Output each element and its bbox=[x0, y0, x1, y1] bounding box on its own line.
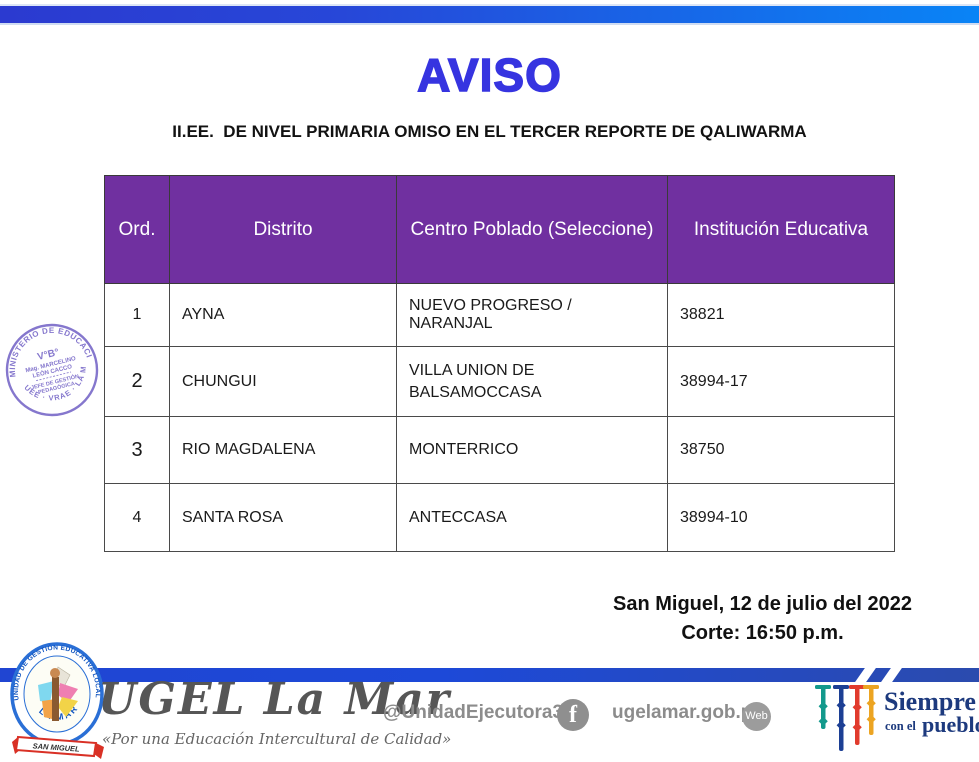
cell-ord: 2 bbox=[104, 346, 170, 417]
campaign-word-con-el: con el bbox=[885, 719, 916, 733]
date-block: San Miguel, 12 de julio del 2022 Corte: … bbox=[550, 590, 975, 648]
social-handle: @UnidadEjecutora307 bbox=[383, 702, 585, 723]
header-centro-poblado: Centro Poblado (Seleccione) bbox=[396, 175, 668, 284]
website-url: ugelamar.gob.pe bbox=[612, 702, 763, 723]
cell-iiee: 38821 bbox=[667, 283, 895, 347]
footer-bar bbox=[0, 668, 979, 682]
cell-centro-text: VILLA UNION DE BALSAMOCCASA bbox=[409, 361, 542, 401]
campaign-word-pueblo: pueblo bbox=[922, 712, 979, 737]
cell-iiee: 38750 bbox=[667, 416, 895, 484]
siempre-con-el-pueblo-logo: Siempre con el pueblo bbox=[815, 685, 979, 751]
page-subtitle: II.EE. DE NIVEL PRIMARIA OMISO EN EL TER… bbox=[172, 122, 807, 141]
cell-ord: 4 bbox=[104, 483, 170, 552]
cell-centro: VILLA UNION DE BALSAMOCCASA bbox=[396, 346, 668, 417]
ministry-stamp-icon: MINISTERIO DE EDUCACIÓN UEE · VRAE · LA … bbox=[0, 316, 99, 417]
org-name: UGEL La Mar bbox=[98, 674, 451, 725]
table-header-row: Ord. Distrito Centro Poblado (Seleccione… bbox=[104, 175, 895, 284]
omiso-schools-table: Ord. Distrito Centro Poblado (Seleccione… bbox=[104, 175, 895, 552]
date-line: San Miguel, 12 de julio del 2022 bbox=[613, 593, 912, 615]
seal-ribbon-text: SAN MIGUEL bbox=[32, 741, 80, 753]
table-row: 3 RIO MAGDALENA MONTERRICO 38750 bbox=[104, 416, 895, 484]
table-row: 4 SANTA ROSA ANTECCASA 38994-10 bbox=[104, 483, 895, 552]
header-ord: Ord. bbox=[104, 175, 170, 284]
cell-distrito: AYNA bbox=[169, 283, 397, 347]
cutoff-line: Corte: 16:50 p.m. bbox=[681, 622, 844, 644]
cell-iiee: 38994-10 bbox=[667, 483, 895, 552]
cell-distrito: CHUNGUI bbox=[169, 346, 397, 417]
page-title: AVISO bbox=[416, 48, 562, 102]
table-row: 1 AYNA NUEVO PROGRESO / NARANJAL 38821 bbox=[104, 283, 895, 347]
cell-centro: NUEVO PROGRESO / NARANJAL bbox=[396, 283, 668, 347]
org-slogan: «Por una Educación Intercultural de Cali… bbox=[102, 730, 452, 748]
cell-centro: ANTECCASA bbox=[396, 483, 668, 552]
header-institucion: Institución Educativa bbox=[667, 175, 895, 284]
cell-centro: MONTERRICO bbox=[396, 416, 668, 484]
seal-ribbon: SAN MIGUEL bbox=[12, 735, 104, 759]
stamp-vb: V°B° bbox=[36, 347, 60, 363]
cell-ord: 1 bbox=[104, 283, 170, 347]
cell-ord: 3 bbox=[104, 416, 170, 484]
seal-emblem bbox=[38, 666, 78, 721]
top-bar bbox=[0, 4, 979, 25]
ugel-seal-logo: UNIDAD DE GESTIÓN EDUCATIVA LOCAL LA MAR… bbox=[10, 642, 104, 759]
cell-iiee: 38994-17 bbox=[667, 346, 895, 417]
cell-distrito: SANTA ROSA bbox=[169, 483, 397, 552]
campaign-word-siempre: Siempre bbox=[884, 687, 976, 716]
header-distrito: Distrito bbox=[169, 175, 397, 284]
facebook-icon: f bbox=[557, 699, 589, 731]
web-icon: Web bbox=[742, 702, 771, 731]
cell-distrito: RIO MAGDALENA bbox=[169, 416, 397, 484]
varayoc-staffs-icon bbox=[815, 685, 879, 751]
table-row: 2 CHUNGUI VILLA UNION DE BALSAMOCCASA 38… bbox=[104, 346, 895, 417]
